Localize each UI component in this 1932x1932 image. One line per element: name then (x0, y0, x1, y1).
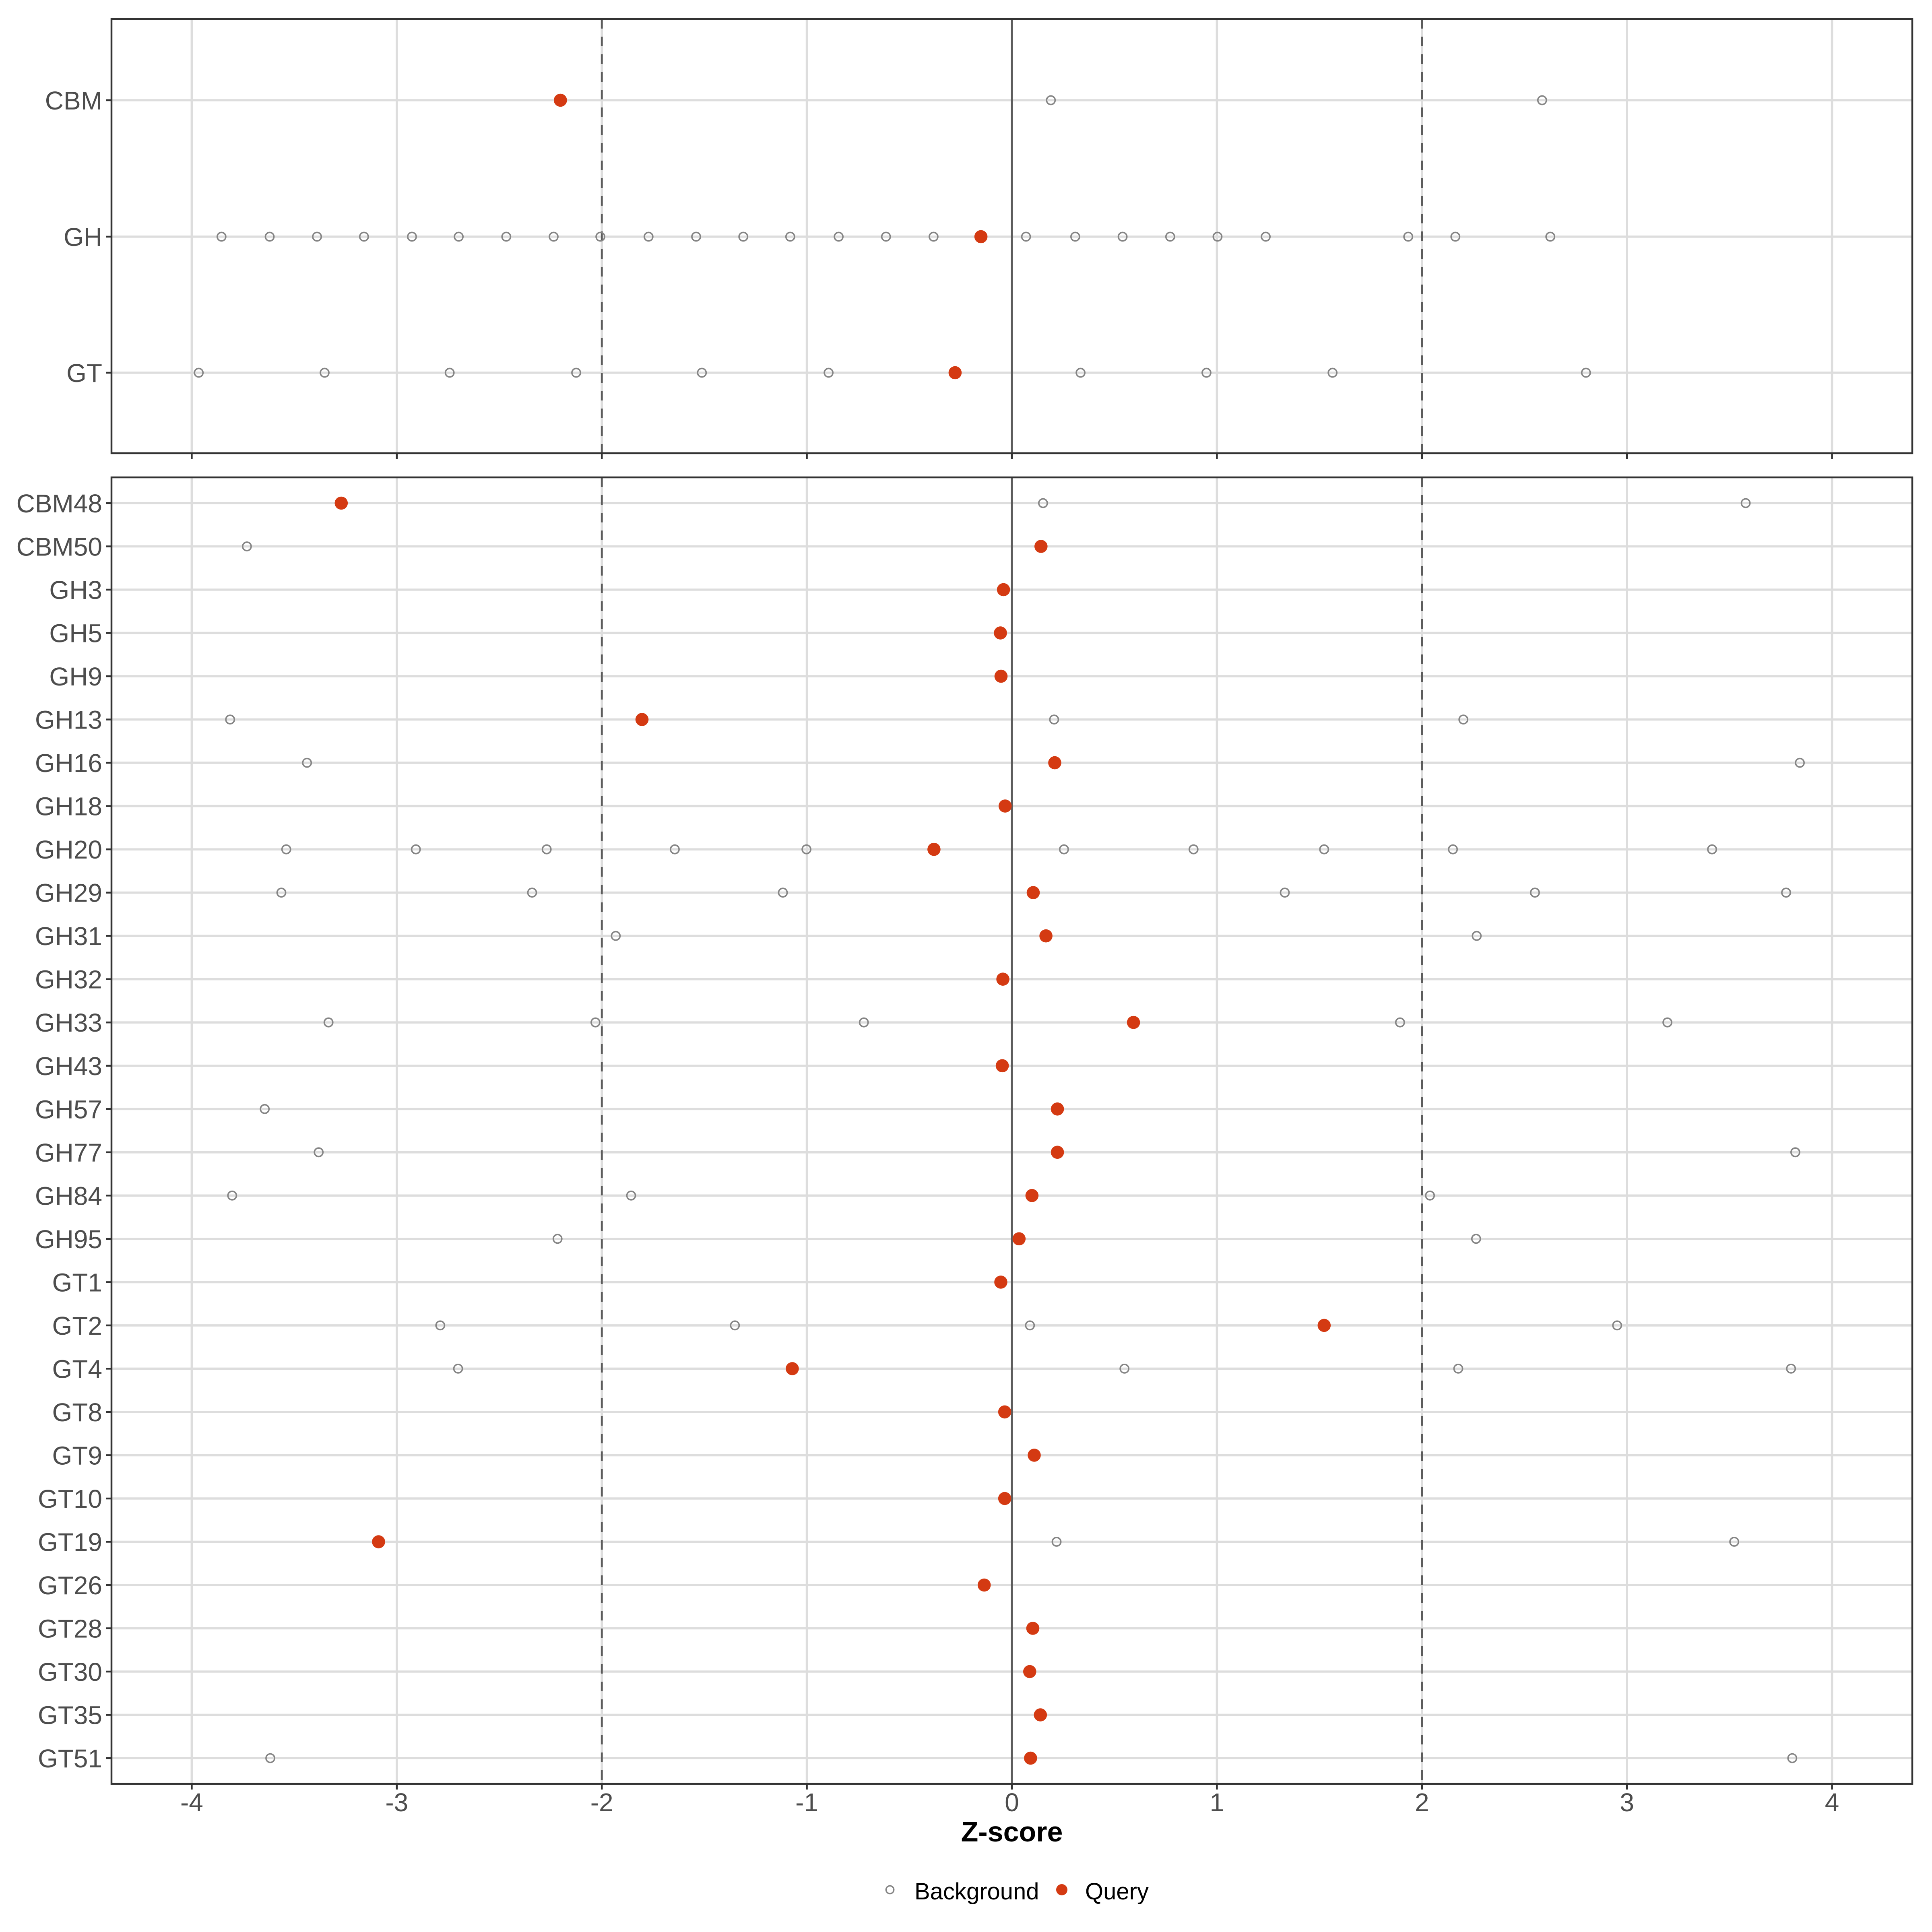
svg-text:GH29: GH29 (35, 879, 102, 908)
svg-text:GH43: GH43 (35, 1052, 102, 1081)
svg-text:Query: Query (1085, 1878, 1149, 1905)
svg-text:GH5: GH5 (49, 619, 102, 648)
svg-text:GH95: GH95 (35, 1225, 102, 1254)
svg-text:GH84: GH84 (35, 1181, 102, 1210)
svg-text:GT9: GT9 (52, 1441, 102, 1470)
svg-text:GT19: GT19 (38, 1528, 102, 1557)
svg-text:3: 3 (1620, 1788, 1634, 1817)
svg-text:GH13: GH13 (35, 706, 102, 735)
svg-text:GH77: GH77 (35, 1138, 102, 1167)
svg-text:Z-score: Z-score (961, 1816, 1063, 1847)
svg-text:GH20: GH20 (35, 835, 102, 864)
svg-text:GT2: GT2 (52, 1311, 102, 1340)
svg-text:-3: -3 (385, 1788, 408, 1817)
svg-text:GT30: GT30 (38, 1657, 102, 1686)
svg-text:CBM: CBM (45, 86, 102, 115)
svg-text:GH33: GH33 (35, 1008, 102, 1037)
svg-text:GT28: GT28 (38, 1614, 102, 1643)
svg-text:GH32: GH32 (35, 965, 102, 994)
svg-text:-2: -2 (590, 1788, 613, 1817)
svg-text:GH16: GH16 (35, 749, 102, 778)
svg-text:1: 1 (1210, 1788, 1224, 1817)
svg-text:GH9: GH9 (49, 662, 102, 691)
svg-text:GT35: GT35 (38, 1701, 102, 1730)
svg-text:GH: GH (64, 223, 102, 252)
svg-text:-4: -4 (180, 1788, 203, 1817)
svg-text:CBM50: CBM50 (17, 533, 102, 561)
svg-text:Background: Background (914, 1878, 1039, 1905)
svg-text:GH18: GH18 (35, 792, 102, 821)
svg-text:GH57: GH57 (35, 1095, 102, 1124)
svg-text:-1: -1 (795, 1788, 818, 1817)
svg-text:CBM48: CBM48 (17, 489, 102, 518)
svg-text:GT1: GT1 (52, 1268, 102, 1297)
svg-text:GT10: GT10 (38, 1484, 102, 1513)
svg-text:GT: GT (66, 359, 102, 388)
svg-text:2: 2 (1415, 1788, 1429, 1817)
svg-text:4: 4 (1825, 1788, 1839, 1817)
svg-text:GH31: GH31 (35, 922, 102, 951)
svg-text:GT4: GT4 (52, 1354, 102, 1383)
svg-text:GH3: GH3 (49, 576, 102, 605)
svg-text:GT51: GT51 (38, 1744, 102, 1773)
svg-text:0: 0 (1005, 1788, 1019, 1817)
svg-text:GT8: GT8 (52, 1398, 102, 1427)
svg-text:GT26: GT26 (38, 1571, 102, 1600)
